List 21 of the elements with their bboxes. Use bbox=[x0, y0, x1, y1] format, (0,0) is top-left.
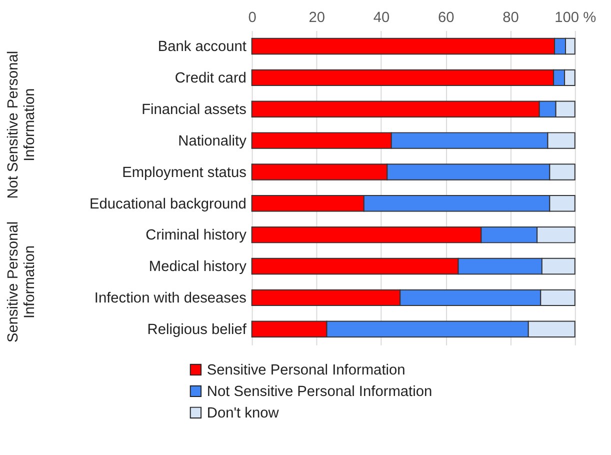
y-tick-label: Employment status bbox=[122, 164, 246, 181]
legend-label: Not Sensitive Personal Information bbox=[206, 384, 432, 400]
y-tick-label: Financial assets bbox=[142, 102, 246, 118]
y-tick-label: Infection with deseases bbox=[94, 290, 246, 307]
text: Not Sensitive Personal Information bbox=[6, 50, 38, 199]
y-tick-label: Criminal history bbox=[146, 228, 248, 244]
legend-label: Don't know bbox=[206, 406, 280, 422]
y-tick-label: Educational background bbox=[90, 196, 246, 212]
y-tick-label: Religious belief bbox=[147, 322, 248, 338]
x-tick-label: 0 bbox=[248, 10, 256, 26]
text: Sensitive Personal Information bbox=[6, 221, 38, 343]
legend-label: Sensitive Personal Information bbox=[206, 362, 406, 379]
x-tick-label: 40 bbox=[373, 10, 390, 26]
y-tick-label: Bank account bbox=[158, 39, 246, 56]
y-tick-label: Credit card bbox=[174, 70, 246, 87]
x-tick-label: 60 bbox=[438, 10, 454, 26]
y-tick-label: Medical history bbox=[148, 259, 248, 276]
y-tick-label: Nationality bbox=[178, 133, 248, 150]
x-tick-label: 20 bbox=[308, 10, 326, 26]
x-tick-label: 80 bbox=[502, 10, 519, 26]
x-tick-label: 100 % bbox=[554, 10, 596, 26]
